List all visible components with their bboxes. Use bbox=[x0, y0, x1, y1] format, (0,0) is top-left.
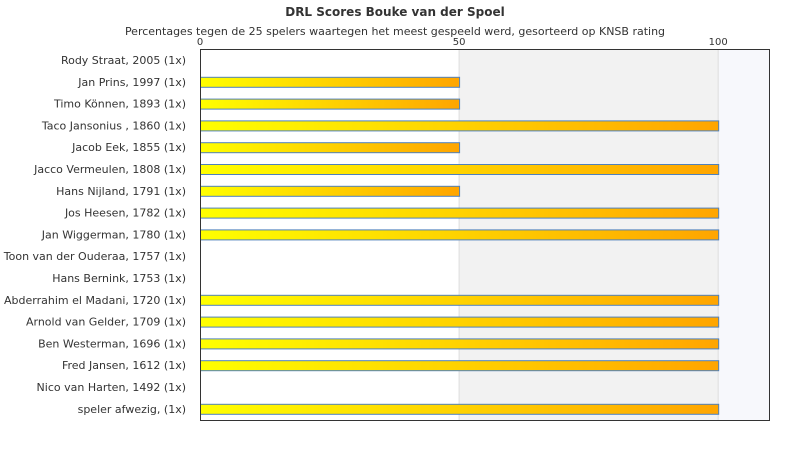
category-label: Jan Wiggerman, 1780 (1x) bbox=[41, 228, 186, 241]
category-label: Hans Nijland, 1791 (1x) bbox=[56, 185, 186, 198]
category-label: Abderrahim el Madani, 1720 (1x) bbox=[4, 294, 186, 307]
plot-frame bbox=[200, 49, 770, 421]
bar bbox=[200, 207, 720, 219]
category-label: Fred Jansen, 1612 (1x) bbox=[62, 359, 186, 372]
bar bbox=[200, 316, 720, 328]
category-label: Timo Können, 1893 (1x) bbox=[53, 98, 186, 111]
chart-subtitle: Percentages tegen de 25 spelers waartege… bbox=[125, 25, 665, 38]
category-label: Jacob Eek, 1855 (1x) bbox=[71, 141, 186, 154]
chart-title: DRL Scores Bouke van der Spoel bbox=[285, 5, 505, 19]
category-label: Jan Prins, 1997 (1x) bbox=[77, 76, 186, 89]
tick-labels: 0 50 100 bbox=[197, 37, 728, 48]
category-label: Taco Jansonius , 1860 (1x) bbox=[41, 119, 186, 132]
bar bbox=[200, 338, 720, 350]
tick-label-100: 100 bbox=[709, 37, 728, 48]
category-label: Nico van Harten, 1492 (1x) bbox=[37, 381, 186, 394]
category-label: Jacco Vermeulen, 1808 (1x) bbox=[33, 163, 186, 176]
bar bbox=[200, 360, 720, 372]
category-label: Rody Straat, 2005 (1x) bbox=[61, 54, 186, 67]
bar bbox=[200, 164, 720, 175]
category-label: Hans Bernink, 1753 (1x) bbox=[52, 272, 186, 285]
band-100-110 bbox=[718, 49, 770, 420]
category-label: Toon van der Ouderaa, 1757 (1x) bbox=[3, 250, 186, 263]
category-label: speler afwezig, (1x) bbox=[78, 403, 186, 416]
category-label: Arnold van Gelder, 1709 (1x) bbox=[26, 316, 186, 329]
bar bbox=[200, 229, 720, 241]
bars bbox=[200, 76, 720, 415]
bar bbox=[200, 403, 720, 415]
category-labels: Rody Straat, 2005 (1x) Jan Prins, 1997 (1… bbox=[3, 54, 186, 416]
tick-label-50: 50 bbox=[453, 37, 466, 48]
tick-label-0: 0 bbox=[197, 37, 203, 48]
bar bbox=[200, 185, 461, 197]
bar bbox=[200, 98, 461, 110]
bar bbox=[200, 76, 461, 88]
bar bbox=[200, 294, 720, 306]
bar bbox=[200, 142, 461, 154]
bar bbox=[200, 120, 720, 132]
category-label: Ben Westerman, 1696 (1x) bbox=[38, 337, 186, 350]
category-label: Jos Heesen, 1782 (1x) bbox=[64, 207, 186, 220]
